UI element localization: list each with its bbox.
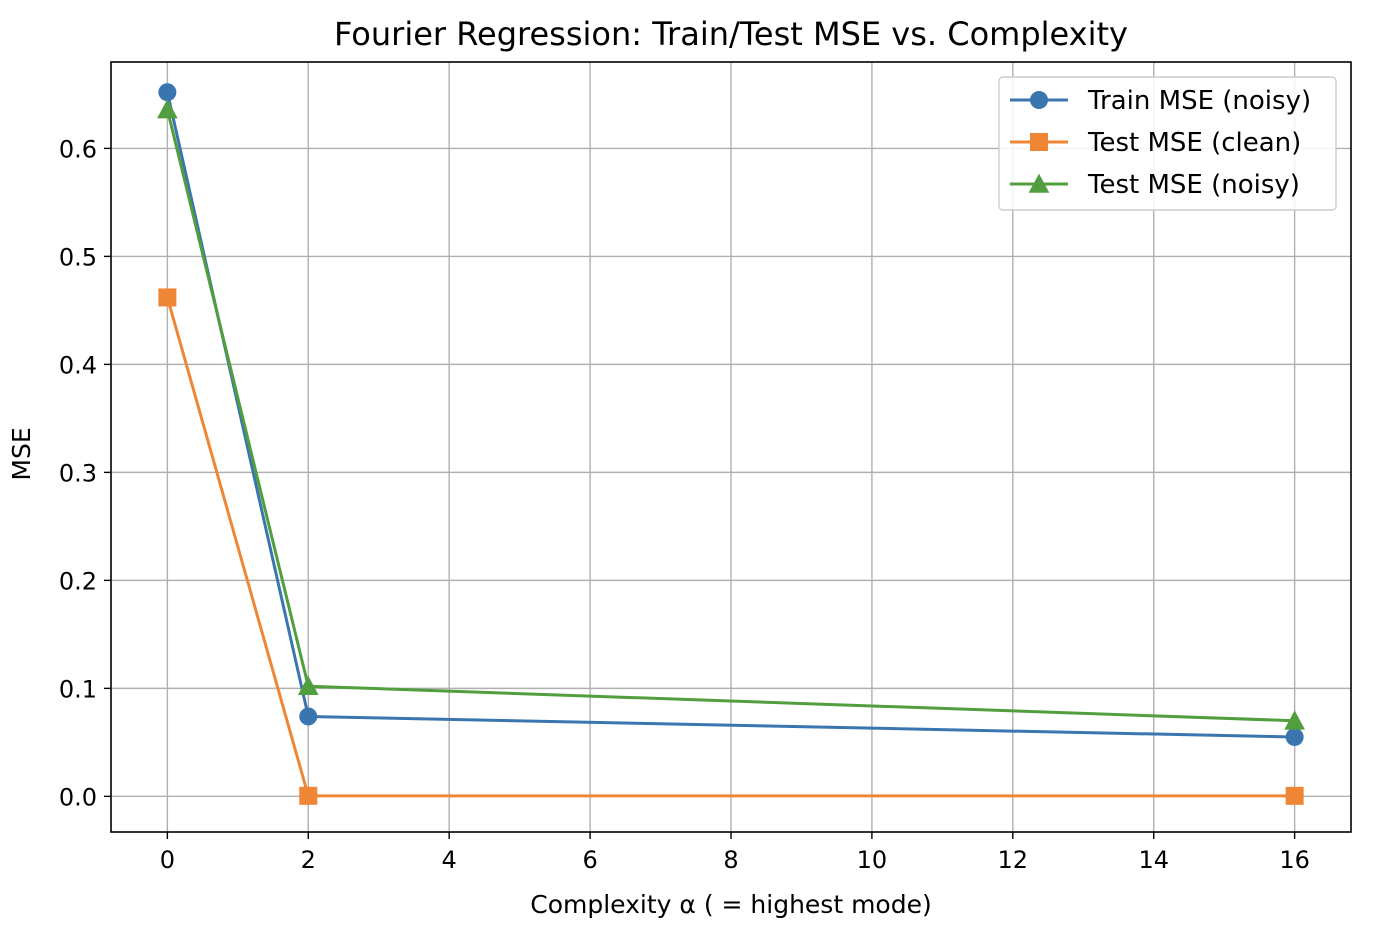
data-point [1285, 727, 1304, 746]
data-point [157, 99, 178, 119]
legend-item: Test MSE (noisy) [1010, 170, 1300, 200]
series-layer [157, 83, 1305, 805]
series-2 [158, 288, 1304, 805]
y-tick-label: 0.0 [59, 783, 97, 811]
legend: Train MSE (noisy) Test MSE (clean) Test MS… [998, 76, 1337, 211]
x-tick-label: 0 [160, 846, 175, 874]
y-tick-label: 0.6 [59, 135, 97, 163]
legend-marker [1028, 173, 1050, 193]
legend-label: Train MSE (noisy) [1087, 86, 1311, 116]
x-tick-label: 14 [1138, 846, 1169, 874]
series-3 [157, 99, 1305, 730]
y-axis-label: MSE [7, 427, 36, 480]
x-tick-label: 6 [582, 846, 597, 874]
x-tick-label: 2 [301, 846, 316, 874]
x-tick-label: 16 [1279, 846, 1310, 874]
x-tick-label: 4 [442, 846, 457, 874]
legend-item: Train MSE (noisy) [1010, 86, 1311, 116]
data-point [299, 786, 318, 805]
data-point [1284, 710, 1305, 730]
y-tick-label: 0.5 [59, 243, 97, 271]
legend-box [998, 76, 1337, 211]
data-point [297, 675, 319, 696]
legend-label: Test MSE (clean) [1087, 128, 1301, 158]
legend-label: Test MSE (noisy) [1087, 170, 1300, 200]
ticks: 0 2 4 6 8 10 12 14 16 0.0 0.1 0.2 0.3 0.4 0.5 0.6 [59, 135, 1310, 874]
x-tick-label: 8 [723, 846, 738, 874]
legend-item: Test MSE (clean) [1010, 128, 1301, 158]
y-tick-label: 0.1 [59, 675, 97, 703]
data-point [299, 707, 318, 726]
data-point [1285, 786, 1304, 805]
legend-marker [1030, 133, 1048, 151]
y-tick-label: 0.2 [59, 567, 97, 595]
legend-marker [1030, 91, 1048, 109]
data-point [158, 288, 177, 307]
y-tick-label: 0.3 [59, 459, 97, 487]
data-point [158, 83, 177, 102]
y-tick-label: 0.4 [59, 351, 97, 379]
x-axis-label: Complexity α ( = highest mode) [530, 890, 931, 919]
x-tick-label: 10 [857, 846, 888, 874]
x-tick-label: 12 [998, 846, 1029, 874]
chart-title: Fourier Regression: Train/Test MSE vs. C… [334, 15, 1128, 53]
